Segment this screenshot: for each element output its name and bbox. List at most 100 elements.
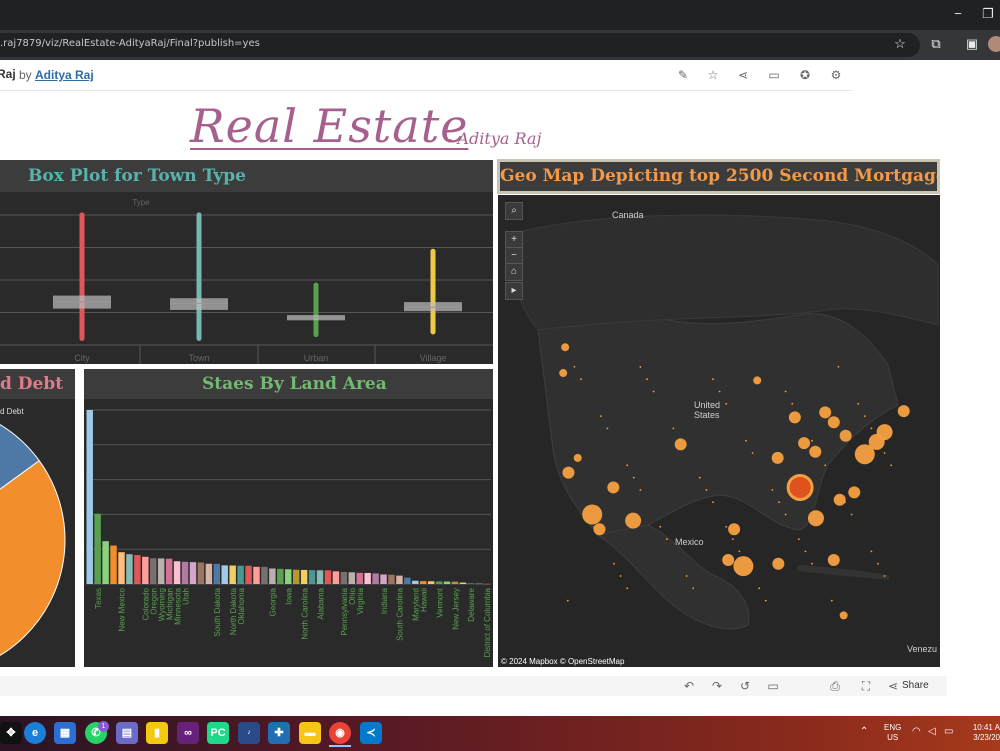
settings-gear-icon[interactable]: ⚙ <box>830 68 842 82</box>
land-bar-kansas[interactable] <box>197 562 205 584</box>
land-bar-connecticut[interactable] <box>459 582 467 584</box>
map-home-icon[interactable]: ⌂ <box>505 263 523 281</box>
geo-map[interactable] <box>498 195 940 667</box>
land-bar-minnesota[interactable] <box>173 561 181 584</box>
map-point[interactable] <box>827 554 840 567</box>
edit-icon[interactable]: ✎ <box>677 68 689 82</box>
battery-icon[interactable]: ▭ <box>944 726 954 737</box>
bookmark-star-icon[interactable]: ☆ <box>894 36 906 51</box>
map-point[interactable] <box>854 444 875 465</box>
present-icon[interactable]: ▭ <box>768 68 780 82</box>
share-toolbar-icon[interactable]: ⋖ <box>887 679 899 693</box>
box-outlier-town[interactable] <box>196 212 202 218</box>
land-bar-hawaii[interactable] <box>420 581 427 584</box>
minimize-icon[interactable]: − <box>954 6 962 21</box>
land-bar-vermont[interactable] <box>435 581 443 584</box>
undo-icon[interactable]: ↶ <box>683 679 695 693</box>
pycharm-icon[interactable]: PC <box>207 722 229 744</box>
land-bar-iowa[interactable] <box>285 569 292 584</box>
land-bar-idaho[interactable] <box>189 562 197 584</box>
land-bar-colorado[interactable] <box>142 556 149 584</box>
profile-avatar[interactable] <box>988 36 1000 52</box>
url-text[interactable]: .raj7879/viz/RealEstate-AdityaRaj/Final?… <box>0 38 260 49</box>
land-bar-nevada[interactable] <box>134 555 141 584</box>
map-point[interactable] <box>848 486 861 499</box>
url-box[interactable] <box>0 33 920 57</box>
land-bar-illinois[interactable] <box>277 568 284 584</box>
visual-studio-icon[interactable]: ∞ <box>177 722 199 744</box>
pause-icon[interactable]: ▭ <box>767 679 779 693</box>
land-bar-rhode-island[interactable] <box>475 583 483 585</box>
land-bar-kentucky[interactable] <box>372 573 379 584</box>
land-bar-michigan[interactable] <box>165 558 173 584</box>
land-bar-oklahoma[interactable] <box>237 565 244 584</box>
land-bar-west-virginia[interactable] <box>404 577 411 584</box>
sidebar-icon[interactable]: ▣ <box>965 36 979 51</box>
land-bar-indiana[interactable] <box>380 574 387 584</box>
pie-chart[interactable]: d Debt <box>0 400 75 667</box>
land-bar-new-york[interactable] <box>292 569 300 584</box>
start-icon[interactable]: ✥ <box>0 722 22 744</box>
land-area-chart[interactable]: Texas New Mexico ColoradoOregonWyomingMich… <box>84 400 493 667</box>
box-outlier-village[interactable] <box>430 248 436 254</box>
box-outlier-city[interactable] <box>79 212 85 218</box>
author-link[interactable]: Aditya Raj <box>35 68 94 82</box>
land-bar-louisiana[interactable] <box>324 570 332 584</box>
land-bar-tennessee[interactable] <box>364 572 371 584</box>
map-point[interactable] <box>771 451 784 464</box>
share-icon[interactable]: ⋖ <box>737 68 749 82</box>
file-explorer-icon[interactable]: ▬ <box>299 722 321 744</box>
download-icon[interactable]: ⎙ <box>830 679 840 693</box>
land-bar-south-dakota[interactable] <box>213 563 220 584</box>
map-point[interactable] <box>674 438 687 451</box>
map-point[interactable] <box>593 523 606 536</box>
land-bar-wyoming[interactable] <box>157 558 165 584</box>
land-bar-california[interactable] <box>102 541 109 584</box>
pie-slice[interactable] <box>0 405 40 540</box>
box-plot-chart[interactable]: Type City Town Urban Village <box>0 193 493 364</box>
pie-slice[interactable] <box>0 459 66 667</box>
favorite-star-icon[interactable]: ☆ <box>707 68 719 82</box>
tray-language[interactable]: ENG US <box>884 723 901 743</box>
land-bar-arizona[interactable] <box>126 554 133 584</box>
redo-icon[interactable]: ↷ <box>711 679 723 693</box>
land-bar-ohio[interactable] <box>348 572 355 584</box>
tray-chevron-icon[interactable]: ⌃ <box>860 726 869 737</box>
vscode-icon[interactable]: ≺ <box>360 722 382 744</box>
map-point[interactable] <box>809 445 822 458</box>
map-point[interactable] <box>733 556 754 577</box>
map-point[interactable] <box>573 453 582 462</box>
land-bar-north-carolina[interactable] <box>300 569 308 584</box>
map-point[interactable] <box>807 510 824 527</box>
volume-icon[interactable]: ◁ <box>928 726 936 737</box>
map-point[interactable] <box>559 369 568 378</box>
box-outlier-urban[interactable] <box>313 282 319 288</box>
map-attribution[interactable]: © 2024 Mapbox © OpenStreetMap <box>501 657 625 666</box>
land-bar-arkansas[interactable] <box>308 570 316 584</box>
extensions-icon[interactable]: ⧉ <box>931 36 941 51</box>
land-bar-pennsylvania[interactable] <box>340 571 348 584</box>
map-point[interactable] <box>753 376 762 385</box>
store-icon[interactable]: ▦ <box>54 722 76 744</box>
map-point[interactable] <box>561 343 570 352</box>
map-point[interactable] <box>839 611 848 620</box>
land-bar-washington[interactable] <box>221 565 228 584</box>
land-bar-alabama[interactable] <box>316 570 324 584</box>
map-play-icon[interactable]: ▸ <box>505 282 523 300</box>
land-bar-utah[interactable] <box>181 561 189 584</box>
land-bar-maryland[interactable] <box>412 580 419 584</box>
map-point[interactable] <box>798 437 811 450</box>
land-bar-new-mexico[interactable] <box>118 552 125 584</box>
map-point[interactable] <box>607 481 620 494</box>
map-point[interactable] <box>819 406 832 419</box>
land-bar-texas[interactable] <box>94 513 101 584</box>
land-bar-massachusetts[interactable] <box>427 581 435 584</box>
map-point[interactable] <box>625 512 642 529</box>
map-point[interactable] <box>788 411 801 424</box>
land-bar-north-dakota[interactable] <box>229 565 236 584</box>
map-point[interactable] <box>897 405 910 418</box>
land-bar-wisconsin[interactable] <box>261 566 268 584</box>
map-point[interactable] <box>786 473 814 501</box>
land-bar-georgia[interactable] <box>269 568 276 584</box>
land-bar-new-jersey[interactable] <box>451 581 459 584</box>
